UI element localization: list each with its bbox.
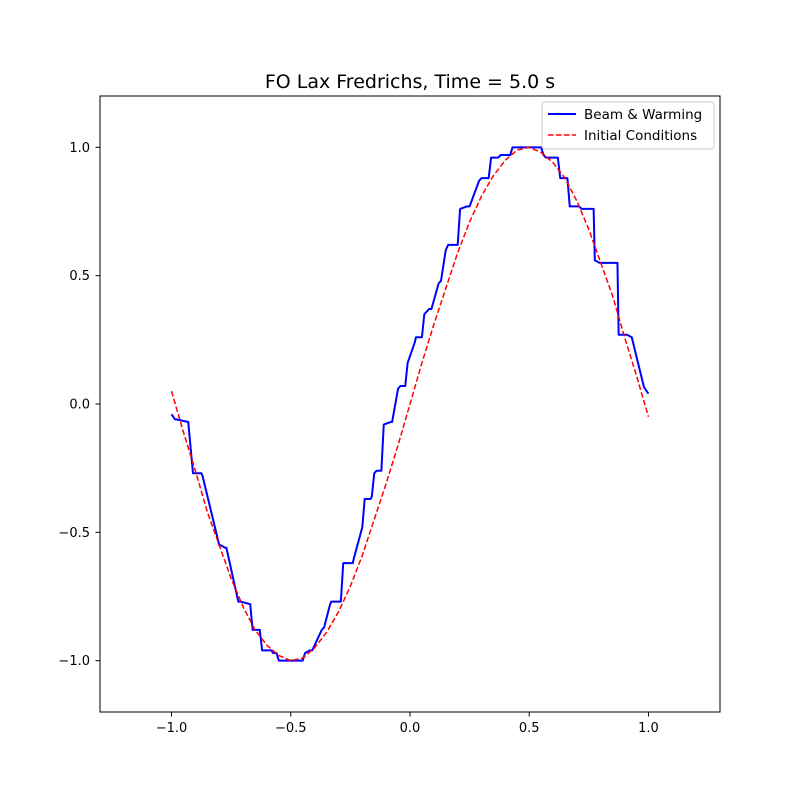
legend-label: Beam & Warming [584,107,702,123]
legend-box [541,101,715,150]
y-axis: −1.0 −0.5 0.0 0.5 1.0 [58,141,100,669]
legend-label: Initial Conditions [584,128,697,144]
legend: Beam & Warming Initial Conditions [541,101,715,150]
y-tick-label: −0.5 [58,526,90,541]
x-tick-label: −0.5 [275,721,307,736]
plot-area [170,146,650,662]
y-tick-label: 0.0 [69,398,90,413]
series-line-beam-warming [170,146,650,662]
y-tick-label: −1.0 [58,654,90,669]
x-tick-label: −1.0 [156,721,188,736]
y-tick-label: 1.0 [69,141,90,156]
x-tick-label: 0.5 [519,721,540,736]
x-tick-label: 1.0 [638,721,659,736]
y-tick-label: 0.5 [69,269,90,284]
chart-title: FO Lax Fredrichs, Time = 5.0 s [265,71,555,93]
series-line-initial-conditions [170,146,650,662]
x-axis: −1.0 −0.5 0.0 0.5 1.0 [156,712,659,736]
x-tick-label: 0.0 [400,721,421,736]
